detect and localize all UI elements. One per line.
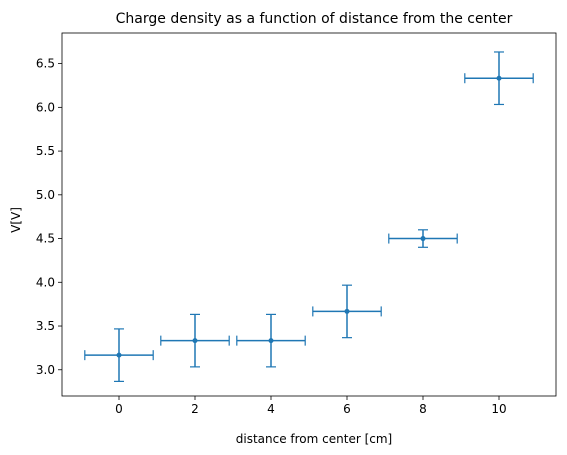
x-tick-label: 2 [191,402,199,416]
x-tick-label: 0 [115,402,123,416]
y-tick-label: 5.0 [36,188,55,202]
y-tick-label: 6.0 [36,100,55,114]
plot-area: 0 2 4 6 8 10 3.0 3.5 4.0 4.5 5.0 5.5 6.0 6.5 [36,32,557,416]
data-point [344,308,350,314]
y-tick-label: 3.0 [36,363,55,377]
data-point [420,236,426,242]
y-axis-label: V[V] [9,207,23,233]
data-point [192,338,198,344]
y-tick-label: 6.5 [36,57,55,71]
x-tick-label: 6 [343,402,351,416]
x-tick-label: 8 [419,402,427,416]
plot-frame [61,32,557,397]
data-point [268,338,274,344]
chart-title: Charge density as a function of distance… [116,11,513,27]
y-tick-label: 5.5 [36,144,55,158]
y-tick-label: 4.5 [36,232,55,246]
y-tick-label: 3.5 [36,319,55,333]
x-tick-label: 10 [491,402,506,416]
x-tick-label: 4 [267,402,275,416]
data-point [116,352,122,358]
data-point [496,75,502,81]
x-axis-label: distance from center [cm] [236,432,392,446]
y-tick-label: 4.0 [36,275,55,289]
